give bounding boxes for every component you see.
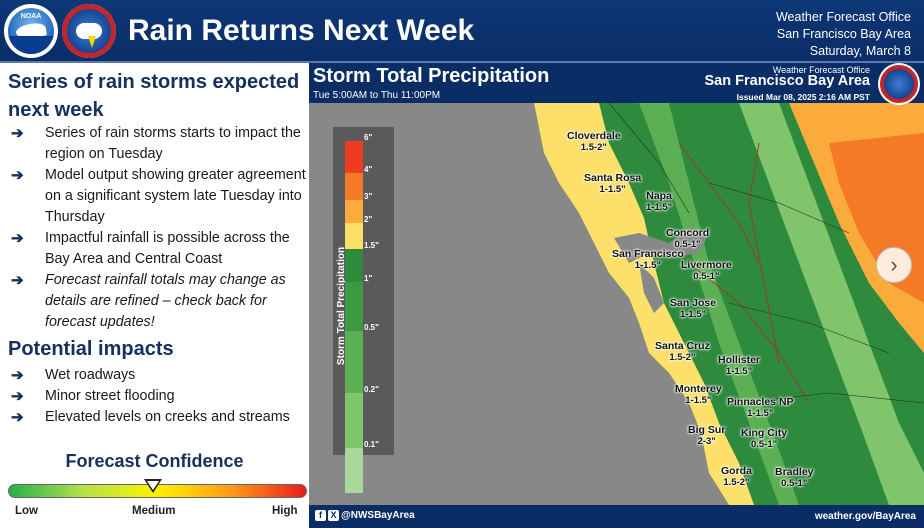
nws-logo	[878, 63, 920, 105]
city-label: Napa 1-1.5"	[646, 190, 673, 214]
map-office-label: Weather Forecast Office	[772, 65, 870, 75]
arrow-right-icon: ➔	[11, 388, 24, 405]
confidence-medium-label: Medium	[132, 505, 176, 517]
legend-tick-label: 6"	[364, 133, 373, 142]
confidence-high-label: High	[272, 505, 298, 517]
precipitation-map: Storm Total Precipitation Tue 5:00AM to …	[309, 63, 924, 505]
summary-heading: Series of rain storms expected next week	[8, 71, 300, 121]
map-title: Storm Total Precipitation	[313, 65, 550, 87]
city-label: Big Sur 2-3"	[688, 424, 726, 448]
legend-tick-label: 4"	[364, 165, 373, 174]
city-label: King City 0.5-1"	[741, 427, 788, 451]
city-label: Santa Rosa 1-1.5"	[584, 172, 642, 196]
impacts-list: ➔ Wet roadways ➔ Minor street flooding ➔ El…	[8, 365, 306, 428]
arrow-right-icon: ➔	[11, 367, 24, 384]
office-info: Weather Forecast Office San Francisco Ba…	[775, 10, 911, 58]
city-label: Monterey 1-1.5"	[675, 383, 722, 407]
legend-swatch	[345, 141, 363, 173]
precip-legend: Storm Total Precipitation (in) 6"4"3"2"1…	[333, 127, 394, 493]
arrow-right-icon: ➔	[11, 272, 24, 289]
legend-tick-label: 0.5"	[364, 323, 379, 332]
precip-contours	[309, 103, 924, 505]
city-label: Livermore 0.5-1"	[681, 259, 732, 283]
map-header: Storm Total Precipitation Tue 5:00AM to …	[309, 63, 924, 105]
legend-tick-label: 2"	[364, 215, 373, 224]
summary-bullet: ➔ Model output showing greater agreement …	[11, 167, 306, 225]
x-icon: X	[328, 510, 339, 521]
page-title: Rain Returns Next Week	[128, 14, 475, 47]
summary-bullet: ➔ Series of rain storms starts to impact …	[11, 125, 301, 162]
arrow-right-icon: ➔	[11, 409, 24, 426]
arrow-right-icon: ➔	[11, 230, 24, 247]
legend-color-scale	[345, 141, 363, 493]
impact-item: ➔ Minor street flooding	[11, 388, 175, 405]
city-label: San Francisco 1-1.5"	[612, 248, 684, 272]
noaa-logo: NOAA	[4, 4, 58, 58]
impact-item: ➔ Elevated levels on creeks and streams	[11, 409, 290, 426]
city-label: Cloverdale 1.5-2"	[567, 130, 621, 154]
legend-tick-label: 0.1"	[364, 440, 379, 449]
legend-tick-label: 3"	[364, 192, 373, 201]
arrow-right-icon: ➔	[11, 167, 24, 184]
confidence-title: Forecast Confidence	[65, 451, 244, 471]
impacts-heading: Potential impacts	[8, 338, 174, 360]
legend-tick-label: 1"	[364, 274, 373, 283]
facebook-icon: f	[315, 510, 326, 521]
city-label: Hollister 1-1.5"	[718, 354, 761, 378]
map-area-label: San Francisco Bay Area	[704, 73, 870, 89]
legend-swatch	[345, 249, 363, 282]
legend-swatch	[345, 331, 363, 393]
social-handle[interactable]: f X @NWSBayArea	[315, 510, 415, 521]
city-label: Bradley 0.5-1"	[775, 466, 814, 490]
map-issued-time: Issued Mar 08, 2025 2:16 AM PST	[736, 92, 870, 102]
city-label: San Jose 1-1.5"	[670, 297, 717, 321]
city-label: Concord 0.5-1"	[666, 227, 710, 251]
summary-bullets: ➔ Series of rain storms starts to impact …	[8, 123, 306, 333]
map-footer: f X @NWSBayArea weather.gov/BayArea	[309, 505, 924, 528]
map-period: Tue 5:00AM to Thu 11:00PM	[313, 90, 441, 101]
nws-logo	[62, 4, 116, 58]
summary-panel: Series of rain storms expected next week…	[0, 63, 309, 528]
summary-bullet: ➔ Forecast rainfall totals may change as …	[11, 272, 286, 330]
chevron-right-icon[interactable]: ›	[876, 247, 912, 283]
legend-swatch	[345, 448, 363, 493]
header-bar: NOAA Rain Returns Next Week Weather Fore…	[0, 0, 924, 63]
legend-swatch	[345, 393, 363, 448]
legend-swatch	[345, 223, 363, 249]
impact-item: ➔ Wet roadways	[11, 367, 136, 384]
city-label: Gorda 1.5-2"	[721, 465, 752, 489]
city-label: Pinnacles NP 1-1.5"	[727, 396, 794, 420]
confidence-low-label: Low	[15, 505, 38, 517]
legend-tick-label: 0.2"	[364, 385, 379, 394]
legend-swatch	[345, 173, 363, 200]
legend-swatch	[345, 200, 363, 223]
legend-tick-label: 1.5"	[364, 241, 379, 250]
city-label: Santa Cruz 1.5-2"	[655, 340, 710, 364]
summary-bullet: ➔ Impactful rainfall is possible across t…	[11, 230, 290, 267]
arrow-right-icon: ➔	[11, 125, 24, 142]
website-link[interactable]: weather.gov/BayArea	[814, 511, 916, 522]
legend-swatch	[345, 282, 363, 331]
